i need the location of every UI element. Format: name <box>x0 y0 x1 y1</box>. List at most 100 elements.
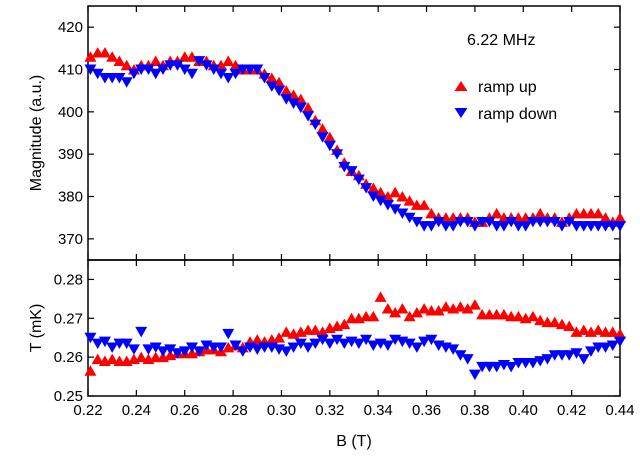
ramp-up-point <box>91 353 104 365</box>
ramp-down-point <box>236 346 249 357</box>
ramp-up-point <box>273 332 286 343</box>
ramp-down-point <box>606 340 619 351</box>
ramp-down-point <box>490 361 503 373</box>
ramp-down-point <box>577 354 590 365</box>
ramp-down-point <box>396 208 409 219</box>
ramp-down-point <box>570 348 583 359</box>
ramp-up-point <box>592 207 605 219</box>
ramp-down-point <box>178 346 191 357</box>
ramp-up-point <box>534 207 547 219</box>
ramp-down-point <box>497 221 510 232</box>
ramp-down-point <box>222 328 235 340</box>
y-tick-label: 0.27 <box>54 310 83 327</box>
ramp-down-point <box>120 338 133 350</box>
ramp-down-point <box>447 344 460 355</box>
ramp-down-point <box>374 195 387 207</box>
x-tick-label: 0.32 <box>315 402 344 419</box>
ramp-up-point <box>577 324 590 335</box>
ramp-up-point <box>120 59 133 71</box>
ramp-down-point <box>193 346 206 357</box>
y-tick-label: 380 <box>58 189 83 206</box>
ramp-down-point <box>323 140 336 152</box>
ramp-up-point <box>490 207 503 219</box>
legend-marker-ramp-down <box>454 108 468 118</box>
ramp-up-point <box>381 303 394 314</box>
ramp-down-point <box>229 340 242 351</box>
ramp-up-point <box>280 326 293 337</box>
ramp-down-point <box>280 94 293 105</box>
ramp-down-point <box>352 338 365 350</box>
ramp-down-point <box>84 332 97 344</box>
x-tick-label: 0.36 <box>412 402 441 419</box>
ramp-down-point <box>120 77 133 88</box>
ramp-down-point <box>171 60 184 71</box>
ramp-down-point <box>280 346 293 357</box>
ramp-up-point <box>323 131 336 143</box>
ramp-down-point <box>215 342 227 353</box>
ramp-down-point <box>403 338 416 350</box>
ramp-down-point <box>91 68 104 80</box>
y-tick-label: 0.26 <box>54 349 83 366</box>
y-tick-label: 390 <box>58 146 83 163</box>
ramp-down-point <box>410 216 423 228</box>
ramp-up-point <box>425 207 438 219</box>
ramp-down-point <box>599 342 612 353</box>
ramp-down-point <box>410 342 423 353</box>
ramp-down-point <box>185 342 198 353</box>
ramp-down-point <box>563 216 576 228</box>
ramp-down-point <box>193 56 206 67</box>
ramp-down-point <box>331 149 344 160</box>
y-tick-label: 370 <box>58 231 83 248</box>
ramp-down-point <box>287 342 300 353</box>
ramp-up-point <box>84 51 97 62</box>
ramp-up-point <box>512 310 525 322</box>
ramp-up-point <box>149 55 162 66</box>
chart-marks <box>84 47 626 381</box>
ramp-down-point <box>287 98 300 109</box>
ramp-up-point <box>222 55 235 66</box>
ramp-down-point <box>505 361 518 373</box>
ramp-up-point <box>302 102 315 113</box>
ramp-up-point <box>294 93 307 105</box>
ramp-up-point <box>389 306 402 318</box>
ramp-up-point <box>389 186 402 198</box>
ramp-up-point <box>468 299 481 310</box>
ramp-down-point <box>316 132 329 143</box>
ramp-down-point <box>461 216 474 228</box>
ramp-up-point <box>367 310 380 322</box>
ramp-down-point <box>381 340 394 351</box>
ramp-up-point <box>497 308 510 320</box>
ramp-up-point <box>555 318 568 330</box>
x-tick-label: 0.22 <box>73 402 102 419</box>
bottom-panel-frame <box>87 259 621 397</box>
ramp-down-point <box>541 354 554 365</box>
ramp-down-point <box>302 111 315 122</box>
ramp-up-point <box>106 353 119 365</box>
ramp-down-point <box>403 212 416 224</box>
ramp-down-point <box>215 68 227 80</box>
ramp-down-point <box>505 216 518 228</box>
ramp-down-point <box>584 346 597 357</box>
ramp-up-point <box>316 326 329 337</box>
ramp-down-point <box>207 64 220 75</box>
ramp-up-point <box>418 199 431 210</box>
x-tick-label: 0.42 <box>557 402 586 419</box>
ramp-up-point <box>374 291 387 302</box>
ramp-down-point <box>360 334 373 346</box>
ramp-up-point <box>599 212 612 223</box>
ramp-down-point <box>614 221 626 232</box>
ramp-down-point <box>548 216 561 228</box>
ramp-down-point <box>468 221 481 232</box>
ramp-down-point <box>156 64 169 75</box>
legend-marker-ramp-up <box>454 81 468 91</box>
ramp-up-point <box>381 191 394 202</box>
ramp-up-point <box>367 182 380 193</box>
ramp-up-point <box>374 186 387 198</box>
ramp-up-point <box>280 85 293 96</box>
ramp-down-point <box>185 68 198 80</box>
ramp-down-point <box>265 81 278 92</box>
x-tick-label: 0.28 <box>218 402 247 419</box>
ramp-up-point <box>113 55 126 66</box>
ramp-down-point <box>454 350 467 361</box>
